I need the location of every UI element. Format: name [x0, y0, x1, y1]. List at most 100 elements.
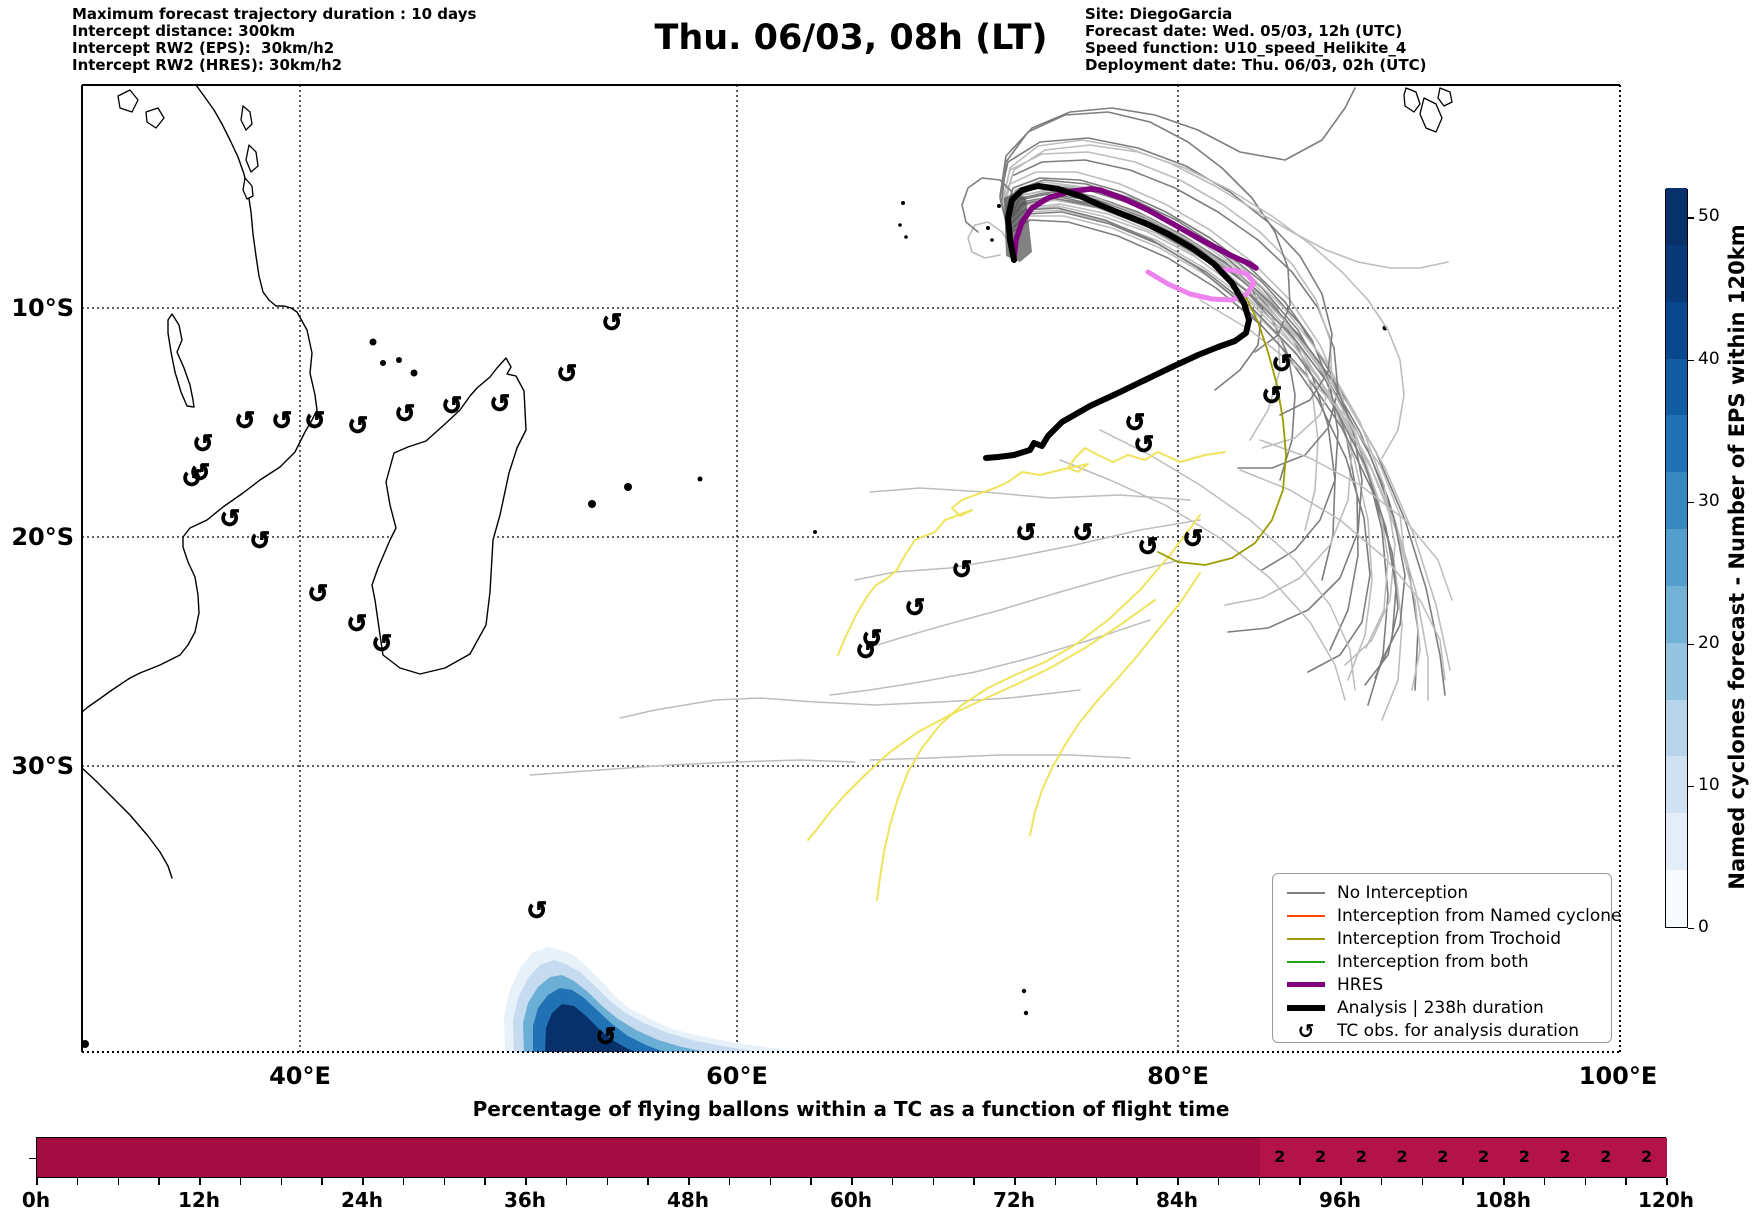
eps-trajectory-line: [1001, 111, 1291, 353]
bar-x-tick: [362, 1178, 364, 1185]
tc-obs-icon: ↺: [308, 579, 329, 608]
lat-tick-label: 10°S: [11, 294, 74, 322]
header-line: Forecast date: Wed. 05/03, 12h (UTC): [1085, 22, 1403, 40]
bar-x-tick: [1503, 1178, 1505, 1185]
legend-line: [1287, 960, 1325, 963]
tc-obs-icon: ↺: [1262, 381, 1283, 410]
legend-label: HRES: [1337, 974, 1384, 995]
legend-line-swatch: [1287, 891, 1325, 894]
tc-obs-icon: ↺: [1125, 408, 1146, 437]
kenya-islet-2: [145, 107, 165, 129]
bar-x-tick: [443, 1178, 446, 1185]
eps-trajectory-line: [529, 759, 856, 776]
eps-trajectory-line: [1003, 171, 1353, 606]
bar-value-label: 2: [1315, 1147, 1327, 1166]
bar-x-tick-label: 12h: [177, 1188, 221, 1212]
eps-trajectory-line: [1259, 439, 1453, 601]
bar-x-tick: [117, 1178, 120, 1185]
header-right-parameters: Site: DiegoGarcia Forecast date: Wed. 05/…: [1085, 6, 1426, 74]
tc-obs-icon: ↺: [348, 411, 369, 440]
bar-x-tick: [688, 1178, 690, 1185]
bar-x-tick: [647, 1178, 649, 1185]
bar-y-tick: [29, 1157, 36, 1160]
colorbar-step: [1666, 699, 1687, 757]
tc-obs-icon: ↺: [395, 399, 416, 428]
tc-obs-icon: ↺: [220, 504, 241, 533]
legend-item: HRES: [1287, 973, 1611, 996]
colorbar-step: [1666, 358, 1687, 416]
bar-x-tick: [1625, 1178, 1627, 1185]
bar-value-label: 2: [1518, 1147, 1530, 1166]
header-line: Intercept RW2 (EPS): 30km/h2: [72, 39, 335, 57]
eps-trajectory-line: [1011, 219, 1399, 686]
eps-trajectory-line: [1008, 207, 1371, 673]
bar-x-tick: [525, 1178, 527, 1185]
bar-x-tick: [1380, 1178, 1383, 1185]
tc-obs-icon: ↺: [235, 406, 256, 435]
lon-tick-label: 80°E: [1147, 1062, 1209, 1090]
analysis-line: [983, 183, 1252, 461]
header-line: Intercept distance: 300km: [72, 22, 296, 40]
colorbar-tick-label: 50: [1698, 206, 1720, 227]
zanzibar-3: [242, 177, 254, 200]
header-left-parameters: Maximum forecast trajectory duration : 1…: [72, 6, 476, 74]
bar-value-label: 2: [1641, 1147, 1653, 1166]
colorbar-step: [1666, 414, 1687, 473]
bar-x-tick: [851, 1178, 853, 1185]
eps-trajectory-line: [1004, 177, 1339, 571]
tc-obs-icon: ↺: [905, 593, 926, 622]
island-dot: [369, 338, 377, 346]
bar-value-label: 2: [1478, 1147, 1490, 1166]
tc-obs-icon: ↺: [272, 406, 293, 435]
legend-item: ↺ TC obs. for analysis duration: [1287, 1019, 1611, 1042]
legend-item: Interception from both: [1287, 950, 1611, 973]
colorbar-tick-label: 10: [1698, 774, 1720, 795]
header-line: Site: DiegoGarcia: [1085, 5, 1233, 23]
eps-trajectory-line: [869, 487, 1191, 501]
bottom-bar-chart: 2 2 2 2 2 2 2 2 2 2: [36, 1137, 1667, 1178]
colorbar-step: [1666, 812, 1687, 871]
bar-x-tick-label: 96h: [1318, 1188, 1362, 1212]
colorbar-step: [1666, 471, 1687, 530]
eps-trajectory-line: [1239, 469, 1446, 681]
tc-obs-icon: ↺: [527, 896, 548, 925]
island-dot: [986, 226, 990, 230]
legend-line: [1287, 914, 1325, 917]
zanzibar-1: [240, 105, 253, 131]
header-line: Maximum forecast trajectory duration : 1…: [72, 5, 477, 23]
legend-line-swatch: [1287, 937, 1325, 940]
legend-line-swatch: [1287, 982, 1325, 987]
colorbar-step: [1666, 301, 1687, 359]
legend-line: [1287, 982, 1325, 987]
legend-line-swatch: [1287, 1004, 1325, 1011]
bar-x-tick: [1421, 1178, 1424, 1185]
map-legend: No Interception Interception from Named c…: [1272, 873, 1622, 1043]
tc-obs-icon: ↺: [1016, 518, 1037, 547]
island-dot: [904, 235, 908, 239]
legend-item: Interception from Trochoid: [1287, 927, 1611, 950]
colorbar-tick: [1688, 359, 1694, 361]
bar-value-label: 2: [1396, 1147, 1408, 1166]
lat-tick-label: 30°S: [11, 752, 74, 780]
eps-trajectory-line: [1006, 189, 1389, 649]
island-dot: [697, 476, 703, 482]
eps-trajectory-line: [619, 689, 1081, 719]
bar-x-tick: [1054, 1178, 1057, 1185]
tc-obs-icon: ↺: [347, 609, 368, 638]
bar-x-tick: [36, 1178, 38, 1185]
colorbar-step: [1666, 869, 1687, 927]
tc-obs-icon: ↺: [1138, 532, 1159, 561]
ne-island-2: [1419, 97, 1443, 133]
south-africa-coast: [81, 767, 173, 879]
legend-item: Interception from Named cyclone: [1287, 904, 1622, 927]
tc-obs-icon: ↺: [856, 636, 877, 665]
legend-line-swatch: [1287, 960, 1325, 963]
island-dot: [588, 500, 596, 508]
eps-trajectory-line: [1099, 429, 1356, 691]
bar-x-tick: [1258, 1178, 1261, 1185]
trochoid-track-line: [1029, 572, 1201, 836]
colorbar-tick-label: 0: [1698, 917, 1709, 937]
island-dot: [990, 238, 994, 242]
bar-x-tick: [1177, 1178, 1179, 1185]
bar-value-label: 2: [1355, 1147, 1367, 1166]
